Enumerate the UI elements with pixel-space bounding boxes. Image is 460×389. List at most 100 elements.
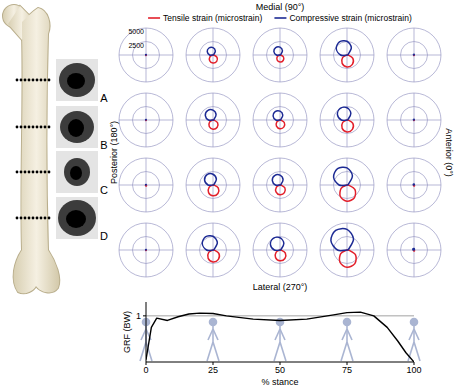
polar-ring [387,158,441,212]
walker [408,319,420,362]
strain-curve [342,120,353,132]
section-cortex [64,158,90,186]
section-dot [24,171,27,174]
polar-axis [146,250,147,277]
section-label: C [100,184,108,196]
section-dot [48,126,51,129]
strain-curve [272,175,283,186]
polar-axis [414,185,441,186]
polar-axis [146,250,173,251]
walker-body [346,326,348,342]
section-dot [20,79,23,82]
section-cortex [60,111,94,143]
section-cortex [59,63,95,97]
direction-label: Lateral (270°) [253,282,308,292]
polar-ring [320,28,374,82]
section-label: B [100,139,107,151]
section-dot [36,217,39,220]
polar-axis [213,120,214,147]
direction-label: Posterior (180°) [109,121,119,184]
x-tick-label: 25 [208,365,218,375]
walker-head [277,319,284,326]
section-background [56,197,98,239]
polar-axis [414,223,415,250]
polar-axis [213,28,214,55]
strain-curve [414,185,415,186]
section-dot [40,217,43,220]
polar-axis [119,55,146,56]
polar-ring [186,158,240,212]
strain-curve [145,119,147,121]
polar-ring [320,93,374,147]
polar-axis [387,55,414,56]
section-cortex [58,200,96,236]
polar-axis [213,55,214,82]
polar-axis [280,185,307,186]
polar-axis [414,250,415,277]
polar-ring [320,223,374,277]
polar-panel [186,158,240,212]
section-dot [40,126,43,129]
polar-axis [347,120,374,121]
walker-head [344,319,351,326]
polar-panel [119,158,173,212]
polar-ring [186,28,240,82]
polar-axis [280,223,281,250]
polar-axis [146,120,147,147]
polar-axis [387,250,414,251]
section-dot [24,126,27,129]
polar-axis [347,185,348,212]
strain-curve [276,185,285,195]
strain-curve [209,120,218,129]
polar-axis [414,120,415,147]
section-dot [28,126,31,129]
polar-axis [280,28,281,55]
polar-axis [146,158,147,185]
femur-body [14,8,60,293]
x-axis-title: % stance [261,377,298,387]
strain-curve [207,47,215,55]
polar-ring [186,223,240,277]
polar-panel [186,93,240,147]
polar-axis [119,120,146,121]
x-tick-label: 50 [275,365,285,375]
strain-curve [273,111,283,120]
walker-leg [274,342,280,361]
polar-ring [320,158,374,212]
polar-axis [347,223,348,250]
polar-panel [320,28,374,82]
strain-curve [205,174,217,186]
legend: Tensile strain (microstrain)Compressive … [148,13,412,23]
grf-line [146,312,414,362]
polar-axis [213,55,240,56]
strain-curve [413,119,415,121]
section-dot [36,171,39,174]
polar-axis [213,250,240,251]
walker-body [212,326,214,342]
femur-outline [14,8,60,293]
polar-axis [347,55,374,56]
section-medulla [68,119,84,137]
section-dot [20,171,23,174]
polar-panel [387,28,441,82]
section-dot [16,126,19,129]
polar-axis [146,185,147,212]
strain-curve [337,107,350,120]
polar-axis [414,158,415,185]
strain-curve [340,185,356,202]
strain-curve [145,54,147,56]
strain-curve [334,167,353,185]
section-dot [16,171,19,174]
section-background [56,59,98,101]
polar-ring [253,28,307,82]
strain-curve [413,184,414,185]
polar-panel [320,158,374,212]
ring-label: 5000 [128,28,144,35]
section-background [56,106,98,148]
polar-ring [387,93,441,147]
polar-axis [414,55,441,56]
walker-arm [280,329,285,340]
section-dot [44,217,47,220]
polar-axis [280,55,281,82]
polar-axis [280,158,281,185]
